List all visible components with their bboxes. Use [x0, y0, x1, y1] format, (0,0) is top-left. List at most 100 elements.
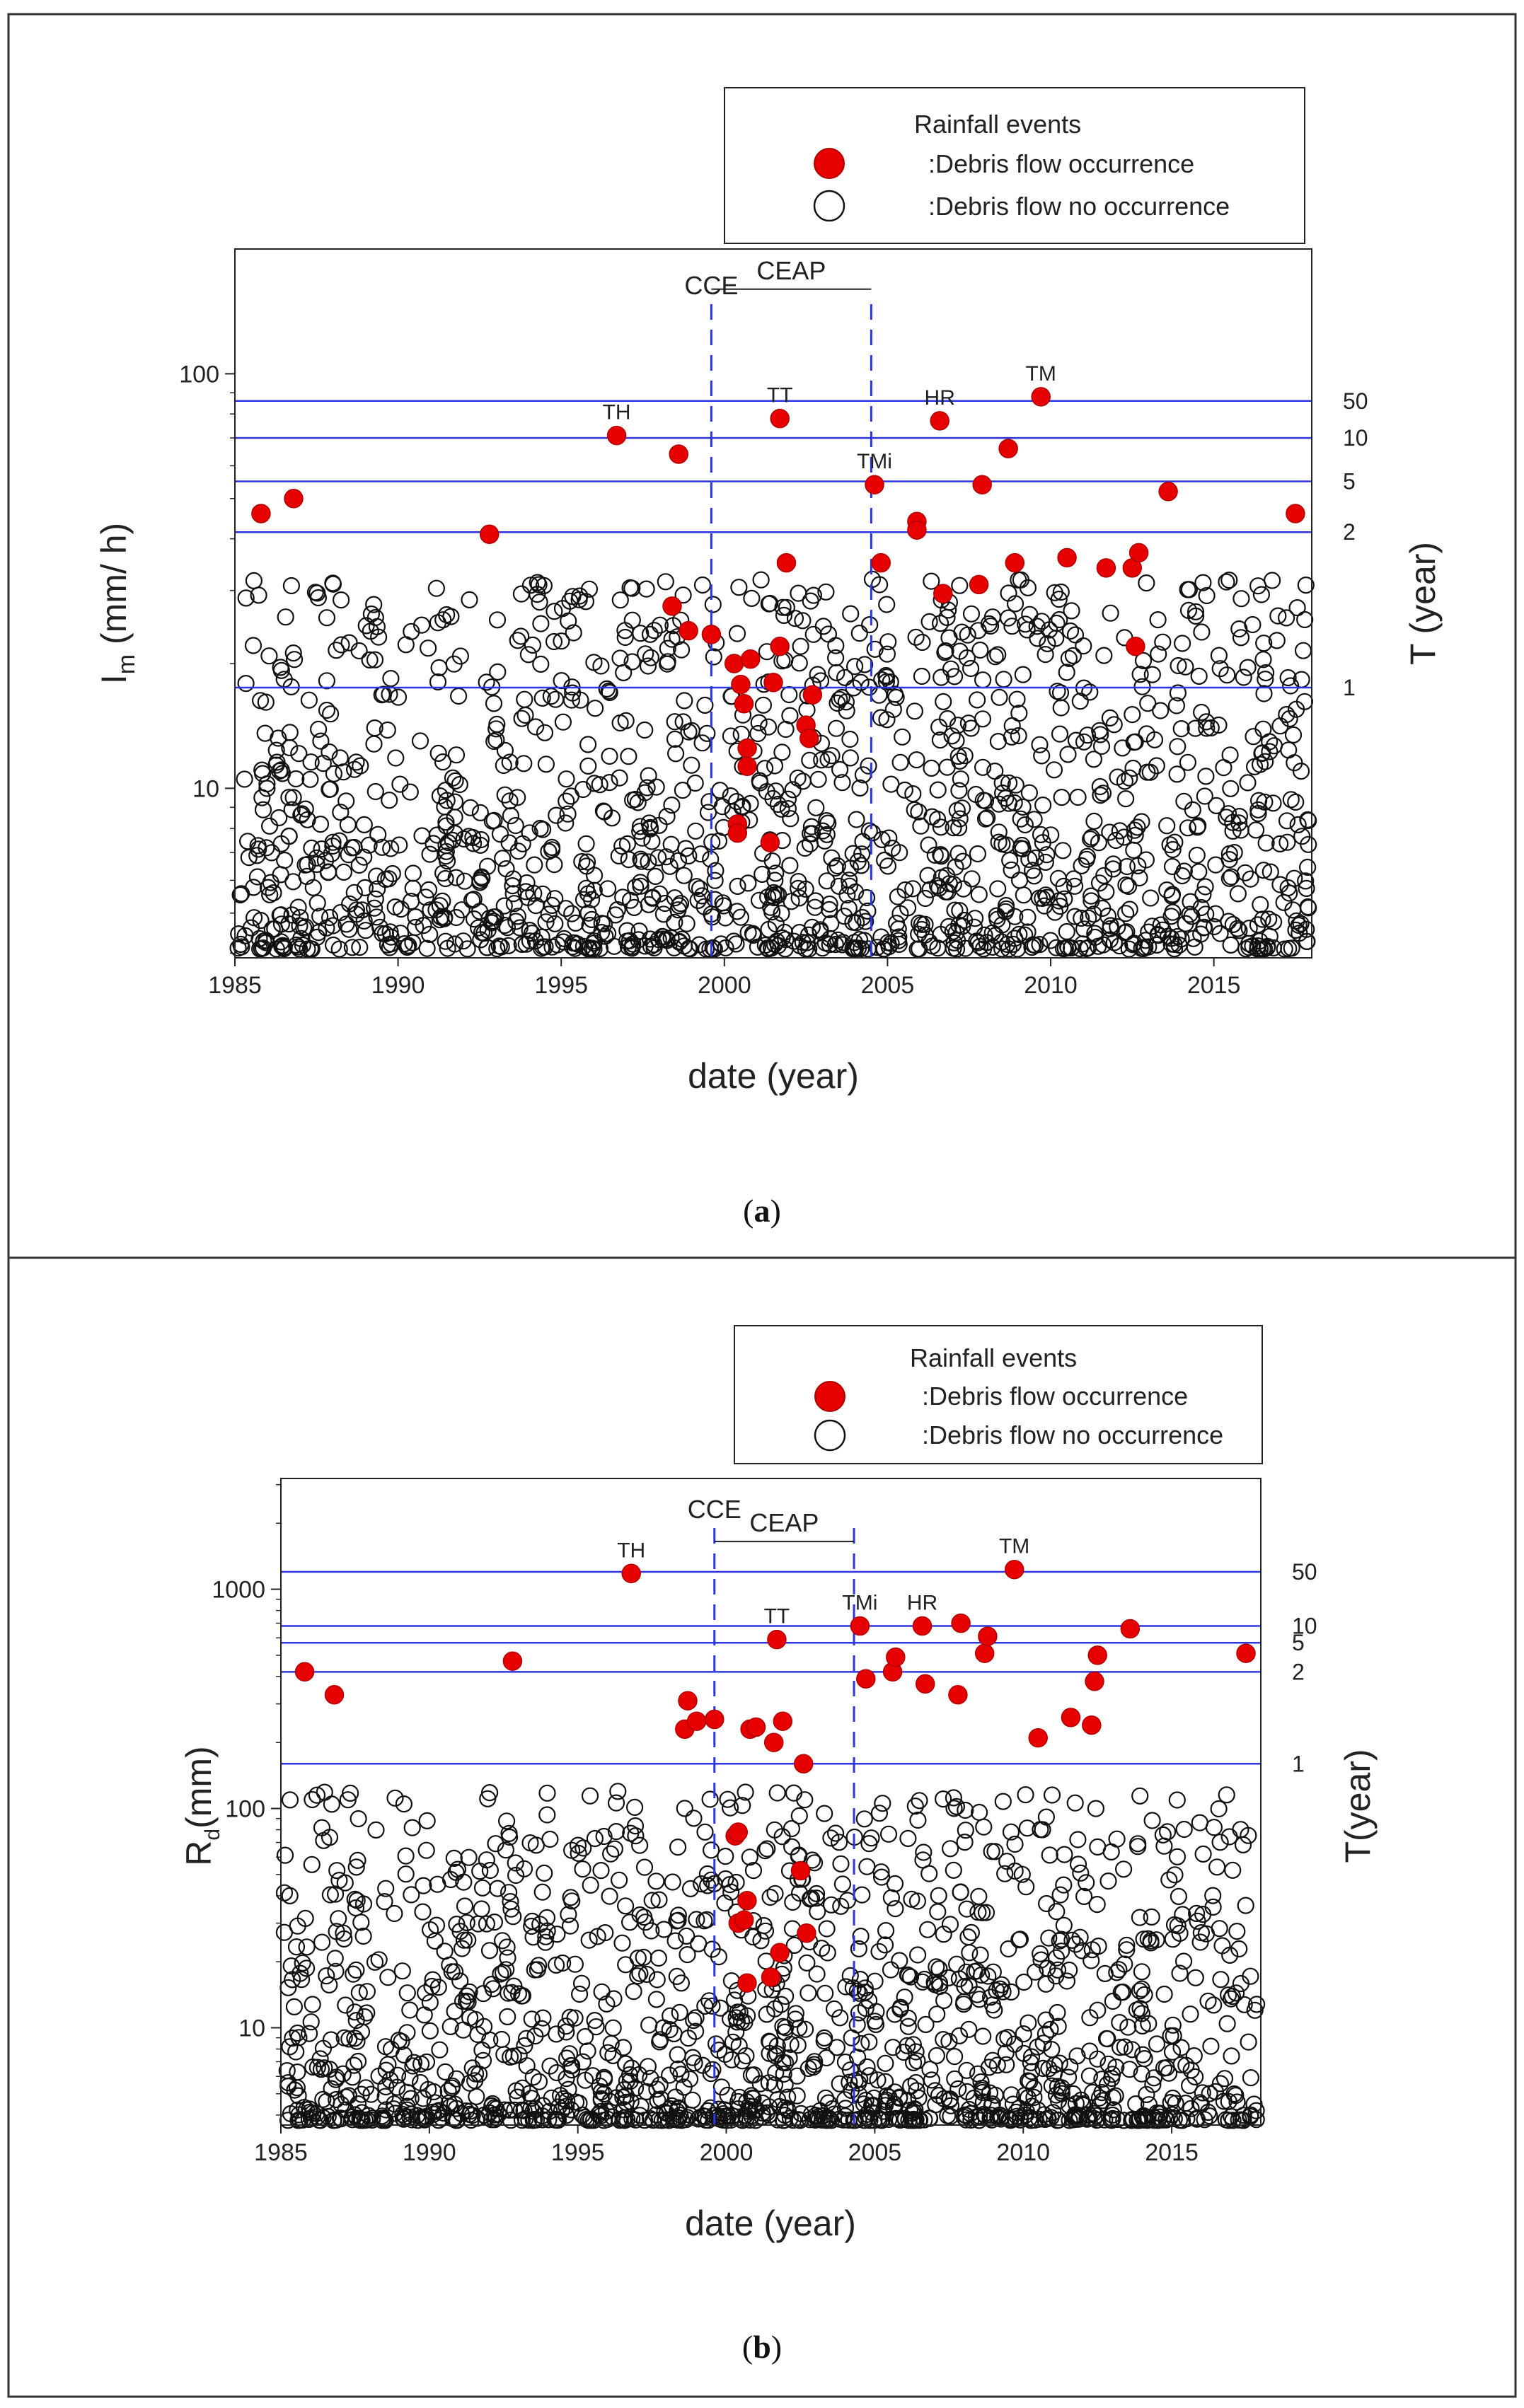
nonoccurrence-marker	[943, 727, 961, 745]
nonoccurrence-marker	[1019, 923, 1037, 941]
nonoccurrence-marker	[1074, 935, 1092, 953]
nonoccurrence-marker	[1194, 2084, 1211, 2102]
nonoccurrence-marker	[862, 2097, 881, 2114]
nonoccurrence-marker	[1264, 794, 1282, 812]
nonoccurrence-marker	[277, 608, 294, 626]
nonoccurrence-marker	[1073, 857, 1090, 875]
occurrence-marker	[969, 574, 989, 595]
nonoccurrence-marker	[1184, 930, 1202, 947]
nonoccurrence-marker	[1071, 693, 1089, 710]
nonoccurrence-marker	[1129, 1838, 1147, 1856]
nonoccurrence-marker	[1164, 840, 1182, 859]
occurrence-marker	[1286, 504, 1305, 523]
nonoccurrence-marker	[280, 789, 298, 806]
nonoccurrence-marker	[676, 1800, 693, 1817]
nonoccurrence-marker	[1172, 719, 1190, 738]
nonoccurrence-marker	[1120, 940, 1138, 958]
nonoccurrence-marker	[284, 873, 302, 891]
nonoccurrence-marker	[1297, 576, 1315, 594]
legend-occurrence-label: :Debris flow occurrence	[928, 149, 1194, 178]
nonoccurrence-marker	[979, 809, 996, 827]
nonoccurrence-marker	[445, 1849, 463, 1867]
nonoccurrence-marker	[891, 844, 908, 862]
nonoccurrence-marker	[1234, 1836, 1252, 1853]
nonoccurrence-marker	[639, 657, 657, 675]
nonoccurrence-marker	[1014, 666, 1032, 683]
nonoccurrence-marker	[557, 900, 575, 918]
nonoccurrence-marker	[1194, 886, 1212, 903]
nonoccurrence-marker	[462, 2112, 480, 2129]
nonoccurrence-marker	[627, 1827, 645, 1845]
occurrence-marker	[737, 756, 757, 777]
nonoccurrence-marker	[725, 1991, 744, 2009]
nonoccurrence-marker	[580, 580, 599, 598]
nonoccurrence-marker	[1045, 761, 1063, 779]
nonoccurrence-marker	[734, 1797, 751, 1814]
nonoccurrence-marker	[1073, 909, 1090, 927]
occurrence-marker	[294, 1662, 315, 1682]
nonoccurrence-marker	[674, 713, 692, 731]
nonoccurrence-marker	[1108, 1964, 1126, 1981]
nonoccurrence-marker	[1131, 1982, 1149, 2000]
nonoccurrence-marker	[1278, 833, 1296, 851]
nonoccurrence-marker	[996, 1865, 1014, 1882]
nonoccurrence-marker	[492, 2030, 511, 2049]
nonoccurrence-marker	[485, 1914, 504, 1931]
nonoccurrence-marker	[908, 2082, 925, 2100]
nonoccurrence-marker	[1064, 2111, 1083, 2129]
nonoccurrence-marker	[1020, 784, 1039, 801]
occurrence-marker	[701, 625, 722, 644]
nonoccurrence-marker	[686, 774, 704, 792]
nonoccurrence-marker	[949, 845, 967, 862]
nonoccurrence-marker	[848, 914, 865, 932]
occurrence-marker	[662, 596, 682, 616]
nonoccurrence-marker	[599, 880, 617, 898]
nonoccurrence-marker	[975, 2105, 993, 2123]
nonoccurrence-marker	[322, 2031, 340, 2049]
nonoccurrence-marker	[833, 1875, 852, 1893]
nonoccurrence-marker	[429, 744, 447, 763]
nonoccurrence-marker	[362, 605, 381, 623]
nonoccurrence-marker	[548, 2025, 565, 2043]
nonoccurrence-marker	[899, 899, 917, 917]
x-tick-label: 2000	[698, 972, 751, 999]
nonoccurrence-marker	[517, 2030, 536, 2047]
nonoccurrence-marker	[421, 1993, 439, 2011]
nonoccurrence-marker	[318, 609, 336, 627]
period-label: CEAP	[756, 256, 826, 285]
nonoccurrence-marker	[1010, 925, 1028, 944]
nonoccurrence-marker	[813, 1940, 831, 1957]
nonoccurrence-marker	[1230, 807, 1249, 826]
nonoccurrence-marker	[913, 915, 930, 933]
nonoccurrence-marker	[1012, 571, 1030, 589]
nonoccurrence-marker	[866, 640, 884, 658]
nonoccurrence-marker	[959, 626, 976, 644]
nonoccurrence-marker	[1078, 847, 1097, 865]
nonoccurrence-marker	[469, 1915, 487, 1933]
nonoccurrence-marker	[891, 2112, 909, 2129]
nonoccurrence-marker	[415, 916, 432, 934]
nonoccurrence-marker	[471, 804, 490, 822]
nonoccurrence-marker	[790, 2019, 808, 2037]
nonoccurrence-marker	[299, 811, 316, 828]
nonoccurrence-marker	[367, 1821, 385, 1839]
nonoccurrence-marker	[642, 649, 660, 666]
nonoccurrence-marker	[515, 2102, 533, 2119]
nonoccurrence-marker	[355, 816, 373, 834]
nonoccurrence-marker	[852, 673, 870, 691]
nonoccurrence-marker	[1208, 797, 1225, 815]
nonoccurrence-marker	[929, 781, 947, 799]
nonoccurrence-marker	[786, 610, 804, 627]
occurrence-marker	[1028, 1727, 1048, 1748]
nonoccurrence-marker	[1294, 642, 1312, 659]
nonoccurrence-marker	[1202, 719, 1220, 737]
nonoccurrence-marker	[560, 612, 577, 630]
nonoccurrence-marker	[1011, 1931, 1029, 1948]
nonoccurrence-marker	[382, 2040, 400, 2058]
nonoccurrence-marker	[1218, 1786, 1235, 1804]
nonoccurrence-marker	[640, 767, 657, 785]
nonoccurrence-marker	[1224, 915, 1242, 934]
nonoccurrence-marker	[659, 639, 676, 657]
nonoccurrence-marker	[712, 935, 730, 953]
nonoccurrence-marker	[877, 666, 895, 685]
